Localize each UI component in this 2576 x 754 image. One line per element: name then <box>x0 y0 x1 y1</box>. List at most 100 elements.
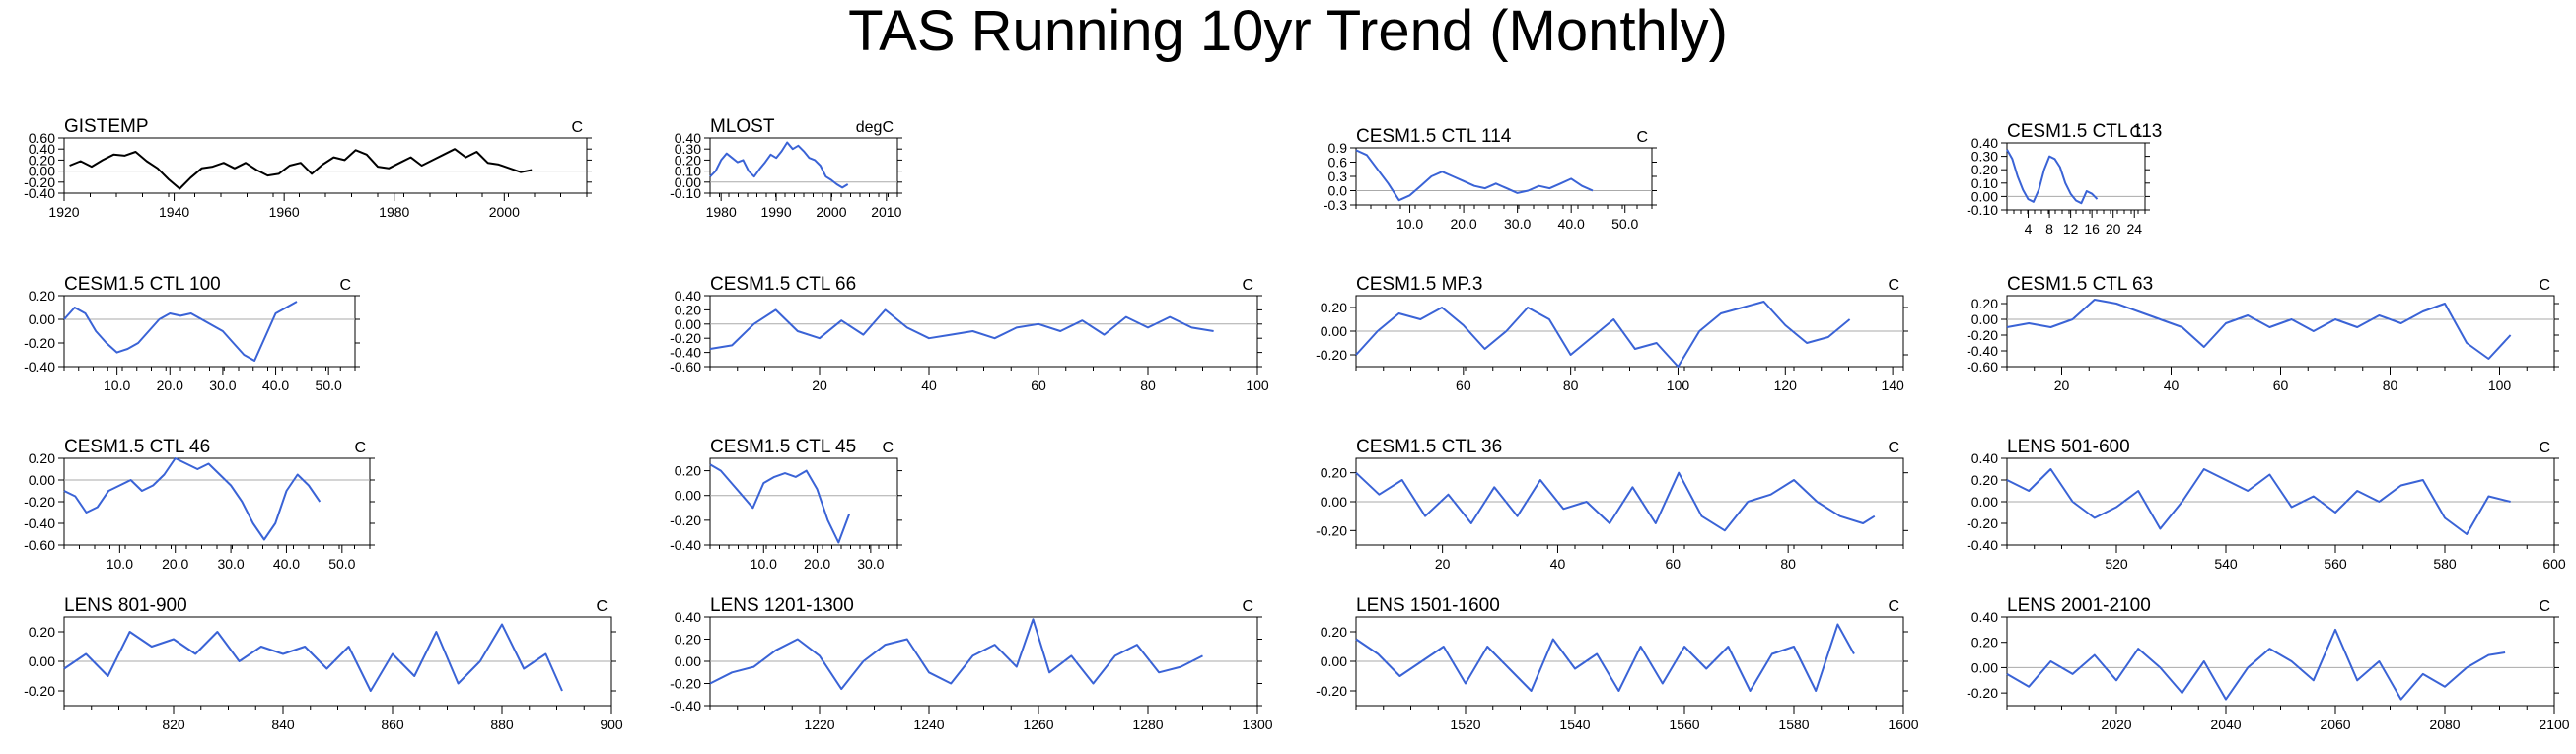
x-tick-label: 10.0 <box>104 377 130 393</box>
series-line <box>1355 149 1594 202</box>
series-line <box>2006 628 2506 701</box>
x-tick-label: 80 <box>2383 377 2398 393</box>
panel-11: -0.40 -0.20 0.00 0.20 0.40 520 540 560 580 600 LEN… <box>1967 437 2566 572</box>
series-line <box>1355 471 1876 532</box>
panel-unit-label: C <box>1888 598 1899 615</box>
x-tick-label: 60 <box>2273 377 2289 393</box>
x-tick-label: 1600 <box>1888 717 1918 732</box>
plot-frame <box>2006 616 2555 707</box>
x-tick-label: 2020 <box>2101 717 2131 732</box>
x-tick-label: 1980 <box>706 204 737 220</box>
y-tick-label: 0.30 <box>675 141 701 157</box>
plot-frame <box>63 295 356 368</box>
x-tick-label: 40.0 <box>1558 216 1585 232</box>
x-tick-label: 40 <box>921 377 937 393</box>
x-tick-label: 10.0 <box>751 556 777 572</box>
y-tick-label: 0.20 <box>1971 296 1998 311</box>
y-tick-label: 0.20 <box>1971 635 1998 651</box>
x-tick-label: 40.0 <box>273 556 300 572</box>
x-tick-label: 40.0 <box>262 377 289 393</box>
panel-unit-label: C <box>1636 129 1648 146</box>
x-tick-label: 100 <box>1246 377 1269 393</box>
x-tick-label: 20 <box>812 377 827 393</box>
x-tick-label: 1990 <box>760 204 791 220</box>
plot-frame <box>1355 147 1653 206</box>
panel-title: GISTEMP <box>64 116 149 137</box>
x-tick-label: 30.0 <box>209 377 236 393</box>
series-line <box>1355 623 1855 692</box>
y-tick-label: 0.20 <box>29 152 55 168</box>
y-tick-label: -0.20 <box>1967 327 1998 343</box>
series-line <box>69 148 533 190</box>
y-tick-label: -0.20 <box>670 330 701 346</box>
x-tick-label: 50.0 <box>328 556 355 572</box>
y-tick-label: 0.20 <box>29 288 55 304</box>
panel-title: CESM1.5 CTL 66 <box>710 274 856 295</box>
x-tick-label: 1920 <box>48 204 79 220</box>
panel-unit-label: C <box>1242 277 1253 294</box>
y-tick-label: 0.00 <box>675 653 701 669</box>
x-tick-label: 1260 <box>1023 717 1053 732</box>
y-tick-label: -0.40 <box>24 185 55 201</box>
x-tick-label: 20.0 <box>162 556 188 572</box>
y-tick-label: 0.0 <box>1328 183 1348 199</box>
y-tick-label: -0.20 <box>1316 522 1347 538</box>
y-tick-label: 0.00 <box>1321 494 1347 510</box>
y-tick-label: 0.00 <box>675 174 701 190</box>
y-tick-label: -0.20 <box>1316 683 1347 699</box>
panel-unit-label: C <box>2539 277 2550 294</box>
x-tick-label: 30.0 <box>217 556 244 572</box>
panel-title: CESM1.5 CTL 100 <box>64 274 221 295</box>
panel-unit-label: C <box>1888 277 1899 294</box>
y-tick-label: -0.60 <box>24 537 55 553</box>
x-tick-label: 60 <box>1456 377 1471 393</box>
y-tick-label: -0.20 <box>24 683 55 699</box>
x-tick-label: 30.0 <box>857 556 884 572</box>
x-tick-label: 2000 <box>489 204 520 220</box>
y-tick-label: 0.00 <box>675 316 701 332</box>
y-tick-label: 0.10 <box>675 164 701 179</box>
panel-12: -0.20 0.00 0.20 820 840 860 880 900 LENS 801-900… <box>24 595 623 732</box>
series-line <box>63 301 298 362</box>
panel-unit-label: C <box>1888 440 1899 456</box>
y-tick-label: 0.20 <box>1321 624 1347 640</box>
panel-9: -0.40 -0.20 0.00 0.20 10.0 20.0 30.0 CESM1.5 CT… <box>670 437 902 572</box>
x-tick-label: 2010 <box>871 204 901 220</box>
y-tick-label: 0.40 <box>675 130 701 146</box>
x-tick-label: 1520 <box>1450 717 1480 732</box>
plot-frame <box>709 295 1258 368</box>
x-tick-label: 12 <box>2063 221 2079 237</box>
y-tick-label: -0.20 <box>1967 685 1998 701</box>
y-tick-label: 0.00 <box>1321 323 1347 339</box>
series-line <box>63 457 322 541</box>
series-line <box>2006 149 2099 205</box>
panel-title: CESM1.5 CTL 63 <box>2007 274 2153 295</box>
panel-title: LENS 1201-1300 <box>710 595 854 616</box>
panel-unit-label: C <box>2539 598 2550 615</box>
x-tick-label: 2100 <box>2539 717 2569 732</box>
x-tick-label: 560 <box>2324 556 2347 572</box>
panel-3: -0.100.000.100.200.300.40 4 8 12 16 20 24 CESM1… <box>1967 121 2162 237</box>
x-tick-label: 80 <box>1780 556 1796 572</box>
panel-15: -0.20 0.00 0.20 0.40 2020 2040 2060 2080 2100 LEN… <box>1967 595 2570 732</box>
x-tick-label: 20 <box>2106 221 2121 237</box>
y-tick-label: 0.20 <box>1971 472 1998 488</box>
y-tick-label: -0.10 <box>1967 202 1998 218</box>
x-tick-label: 1220 <box>804 717 834 732</box>
y-tick-label: -0.40 <box>670 698 701 714</box>
y-tick-label: -0.60 <box>670 359 701 375</box>
y-tick-label: -0.40 <box>1967 343 1998 359</box>
y-tick-label: 0.20 <box>1321 300 1347 315</box>
panel-unit-label: C <box>571 119 583 136</box>
y-tick-label: 0.00 <box>1321 653 1347 669</box>
panel-title: LENS 1501-1600 <box>1356 595 1500 616</box>
panel-0: -0.40-0.200.000.200.400.60 1920 1940 1960 19… <box>24 116 592 220</box>
y-tick-label: 0.00 <box>1971 659 1998 675</box>
y-tick-label: 0.00 <box>29 164 55 179</box>
x-tick-label: 50.0 <box>1611 216 1638 232</box>
y-tick-label: 0.3 <box>1328 169 1348 184</box>
y-tick-label: 0.20 <box>675 152 701 168</box>
x-tick-label: 820 <box>162 717 185 732</box>
series-line <box>2006 299 2512 360</box>
y-tick-label: -0.20 <box>1967 515 1998 531</box>
